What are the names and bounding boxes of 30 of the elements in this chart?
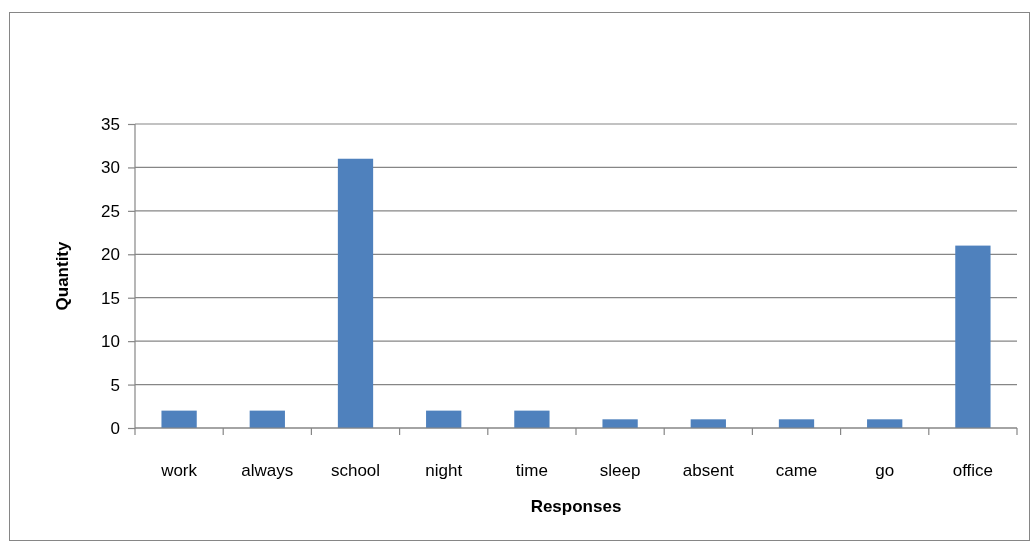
x-tick-label: night — [425, 461, 463, 480]
bar — [161, 410, 197, 428]
x-axis-title: Responses — [530, 497, 622, 516]
x-tick-label: always — [241, 461, 294, 480]
x-tick-label: work — [160, 461, 198, 480]
bar — [690, 419, 726, 428]
bar — [249, 410, 285, 428]
y-tick-label: 5 — [110, 375, 120, 395]
bar — [867, 419, 903, 428]
y-tick-label: 15 — [101, 288, 120, 308]
x-tick-label: office — [952, 461, 994, 480]
x-tick-label: sleep — [599, 461, 641, 480]
y-tick-label: 10 — [101, 332, 120, 352]
y-tick-label: 20 — [101, 245, 120, 265]
x-tick-label: school — [330, 461, 381, 480]
y-tick-label: 0 — [110, 418, 120, 438]
bar — [337, 158, 374, 428]
y-tick-label: 25 — [101, 201, 120, 221]
x-tick-label: absent — [682, 461, 735, 480]
bar — [514, 410, 550, 428]
y-tick-label: 30 — [101, 158, 120, 178]
x-tick-label: came — [775, 461, 818, 480]
y-tick-label: 35 — [101, 114, 120, 134]
y-axis-title: Quantity — [53, 240, 72, 311]
bar — [602, 419, 638, 428]
x-tick-label: time — [515, 461, 548, 480]
bar — [955, 245, 991, 428]
bar — [778, 419, 815, 428]
x-tick-label: go — [875, 461, 895, 480]
bar — [426, 410, 462, 428]
